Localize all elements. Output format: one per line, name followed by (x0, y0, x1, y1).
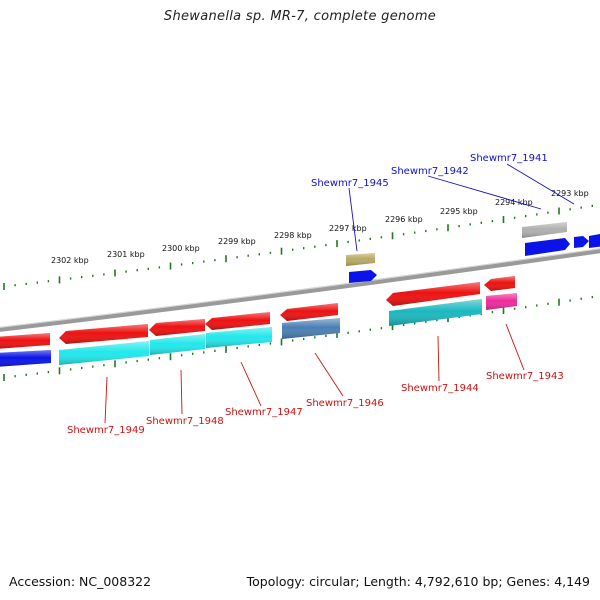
gene-block-1941[interactable] (522, 222, 567, 238)
scale-label-2294: 2294 kbp (495, 198, 533, 207)
gene-block-1943[interactable] (486, 293, 517, 310)
cds-forward-left-edge[interactable] (0, 333, 50, 349)
bottom-leader-lines (104, 323, 525, 424)
cds-arrow-1941[interactable] (525, 238, 570, 256)
cds-forward-1948[interactable] (149, 319, 205, 336)
gene-block-1945[interactable] (346, 253, 375, 266)
scale-label-2300: 2300 kbp (162, 244, 200, 253)
scale-label-2301: 2301 kbp (107, 250, 145, 259)
genome-summary-text: Topology: circular; Length: 4,792,610 bp… (246, 574, 590, 589)
accession-text: Accession: NC_008322 (9, 574, 152, 589)
gene-block-1947[interactable] (206, 327, 272, 348)
gene-block-1946[interactable] (282, 318, 340, 339)
cds-forward-1944[interactable] (386, 282, 480, 306)
scale-label-2296: 2296 kbp (385, 215, 423, 224)
cds-forward-1949[interactable] (59, 324, 148, 344)
gene-block-1949[interactable] (59, 341, 149, 365)
genome-backbone (0, 248, 600, 332)
gene-label-1946[interactable]: Shewmr7_1946 (306, 398, 384, 409)
gene-label-1944[interactable]: Shewmr7_1944 (401, 383, 479, 394)
gene-label-1948[interactable]: Shewmr7_1948 (146, 416, 224, 427)
cds-reverse-left-edge[interactable] (0, 350, 51, 367)
gene-label-1945[interactable]: Shewmr7_1945 (311, 178, 389, 189)
outer-tick-marks (3, 204, 593, 290)
cds-forward-1947[interactable] (205, 312, 270, 330)
top-leader-lines (348, 163, 575, 252)
gene-label-1941[interactable]: Shewmr7_1941 (470, 153, 548, 164)
gene-label-1949[interactable]: Shewmr7_1949 (67, 425, 145, 436)
gene-block-1944[interactable] (389, 299, 482, 326)
cds-arrow-1945[interactable] (349, 270, 377, 283)
scale-label-2302: 2302 kbp (51, 256, 89, 265)
scale-label-2295: 2295 kbp (440, 207, 478, 216)
scale-label-2298: 2298 kbp (274, 231, 312, 240)
gene-label-1942[interactable]: Shewmr7_1942 (391, 166, 469, 177)
scale-label-2299: 2299 kbp (218, 237, 256, 246)
gene-label-1943[interactable]: Shewmr7_1943 (486, 371, 564, 382)
cds-forward-1946[interactable] (280, 303, 338, 321)
page-title: Shewanella sp. MR-7, complete genome (163, 9, 437, 24)
scale-label-2297: 2297 kbp (329, 224, 367, 233)
gene-label-1947[interactable]: Shewmr7_1947 (225, 407, 303, 418)
scale-label-2293: 2293 kbp (551, 189, 589, 198)
cds-forward-1943[interactable] (484, 276, 515, 291)
cds-arrow-1940[interactable] (574, 233, 600, 248)
gene-block-1948[interactable] (150, 334, 205, 355)
